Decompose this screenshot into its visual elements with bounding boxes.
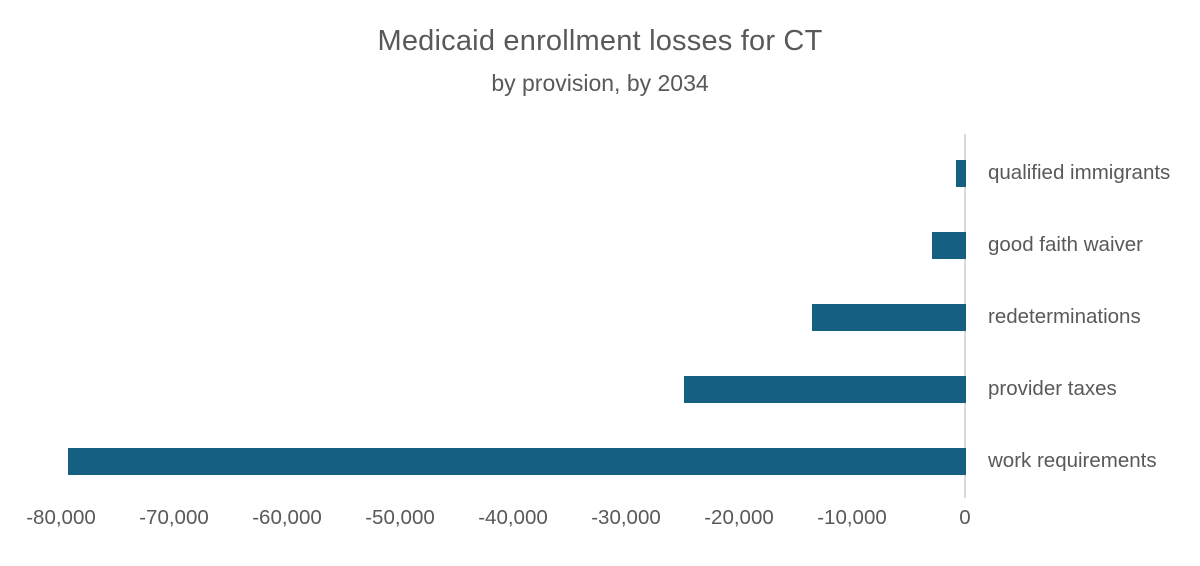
- category-label-work-requirements: work requirements: [988, 449, 1157, 472]
- bar-work-requirements: [67, 447, 966, 475]
- bar-provider-taxes: [683, 375, 966, 403]
- x-tick-label: -40,000: [478, 506, 548, 529]
- category-label-redeterminations: redeterminations: [988, 305, 1141, 328]
- chart-subtitle: by provision, by 2034: [491, 70, 709, 96]
- x-tick-label: 0: [959, 506, 971, 529]
- category-label-qualified-immigrants: qualified immigrants: [988, 161, 1171, 184]
- bar-qualified-immigrants: [955, 159, 966, 187]
- x-tick-label: -30,000: [591, 506, 661, 529]
- x-tick-label: -10,000: [817, 506, 887, 529]
- x-tick-label: -70,000: [139, 506, 209, 529]
- bar-good-faith-waiver: [932, 231, 966, 259]
- x-tick-label: -20,000: [704, 506, 774, 529]
- chart-title: Medicaid enrollment losses for CT: [377, 25, 823, 57]
- x-tick-label: -60,000: [252, 506, 322, 529]
- bar-redeterminations: [812, 303, 966, 331]
- category-label-provider-taxes: provider taxes: [988, 377, 1117, 400]
- x-tick-label: -50,000: [365, 506, 435, 529]
- category-label-good-faith-waiver: good faith waiver: [988, 233, 1143, 256]
- x-tick-label: -80,000: [26, 506, 96, 529]
